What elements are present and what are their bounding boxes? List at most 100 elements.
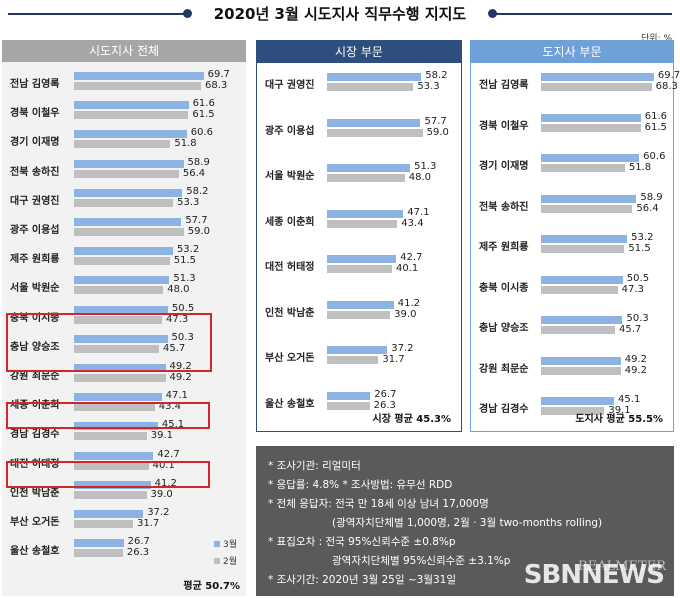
- category-label: 울산 송철호: [265, 398, 315, 410]
- bar-feb: [327, 310, 391, 319]
- value-label-feb: 68.3: [655, 81, 678, 92]
- category-label: 경북 이철우: [10, 108, 60, 120]
- category-label: 제주 원희룡: [10, 254, 60, 266]
- value-label-mar: 57.7: [424, 115, 447, 127]
- value-label-feb: 26.3: [126, 547, 150, 559]
- bar-mar: [541, 113, 641, 122]
- category-label: 대구 권영진: [265, 80, 315, 91]
- category-label: 경남 김경수: [10, 429, 60, 441]
- bar-mar: [74, 101, 189, 110]
- value-label-mar: 50.3: [626, 313, 649, 324]
- panel-header: 시도지사 전체: [2, 40, 246, 62]
- value-label-mar: 50.5: [626, 272, 650, 284]
- category-label: 충북 이시종: [10, 312, 60, 324]
- bar-feb: [541, 204, 633, 213]
- category-label: 인천 박남춘: [265, 307, 315, 319]
- highlight-box: [6, 313, 212, 372]
- value-label-mar: 69.7: [207, 69, 230, 80]
- value-label-mar: 50.5: [171, 302, 195, 314]
- value-label-feb: 43.4: [158, 401, 181, 413]
- value-label-mar: 60.6: [643, 151, 666, 162]
- value-label-feb: 53.3: [417, 81, 440, 92]
- value-label-mar: 58.2: [425, 70, 448, 81]
- bar-feb: [541, 123, 641, 132]
- value-label-mar: 49.2: [169, 361, 192, 372]
- bar-mar: [327, 255, 397, 263]
- bar-feb: [74, 286, 164, 295]
- value-label-feb: 49.2: [169, 372, 192, 383]
- bar-mar: [327, 118, 421, 127]
- bar-mar: [74, 218, 182, 226]
- bar-mar: [327, 346, 388, 354]
- note-line: (광역자치단체별 1,000명, 2월 · 3월 two-months roll…: [332, 517, 603, 529]
- value-label-feb: 53.3: [177, 196, 200, 208]
- category-label: 전북 송하진: [10, 166, 60, 178]
- page-title: 2020년 3월 시도지사 직무수행 지지도: [213, 5, 467, 23]
- bar-feb: [541, 245, 625, 253]
- value-label-mar: 41.2: [397, 297, 420, 309]
- highlight-box: [6, 402, 210, 429]
- value-label-feb: 45.7: [619, 324, 642, 335]
- bar-mar: [74, 422, 158, 431]
- bar-feb: [541, 164, 625, 172]
- value-label-mar: 51.3: [414, 161, 437, 172]
- value-label-feb: 39.0: [394, 308, 417, 320]
- value-label-mar: 37.2: [147, 507, 170, 518]
- bar-mar: [541, 397, 615, 405]
- value-label-mar: 60.6: [190, 127, 213, 139]
- category-label: 인천 박남춘: [10, 487, 60, 499]
- bar-feb: [74, 198, 174, 207]
- value-label-mar: 47.1: [165, 390, 188, 402]
- bar-feb: [74, 344, 159, 353]
- note-line: * 조사기관: 리얼미터: [268, 460, 361, 472]
- bar-feb: [74, 403, 155, 412]
- bar-feb: [327, 356, 379, 364]
- title-line-left: [8, 13, 188, 15]
- bar-mar: [327, 300, 394, 309]
- panel-header: 시장 부문: [257, 41, 461, 63]
- value-label-feb: 59.0: [187, 226, 210, 237]
- bar-mar: [74, 159, 184, 168]
- value-label-mar: 26.7: [127, 536, 150, 548]
- note-line: * 응답률: 4.8% * 조사방법: 유무선 RDD: [268, 479, 453, 491]
- category-label: 세종 이춘희: [265, 216, 315, 228]
- value-label-feb: 61.5: [644, 121, 667, 133]
- category-label: 부산 오거돈: [10, 517, 60, 528]
- category-label: 광주 이용섭: [265, 125, 315, 137]
- value-label-mar: 57.7: [185, 215, 208, 226]
- bar-feb: [327, 83, 414, 91]
- bar-mar: [74, 393, 162, 402]
- legend-swatch-mar: [214, 541, 220, 547]
- value-label-feb: 39.1: [608, 405, 631, 416]
- value-label-feb: 51.8: [628, 162, 652, 173]
- category-label: 경기 이재명: [479, 161, 529, 172]
- value-label-feb: 56.4: [636, 202, 659, 214]
- value-label-mar: 53.2: [176, 244, 200, 256]
- bar-mar: [74, 451, 154, 460]
- bar-feb: [541, 285, 618, 294]
- bar-mar: [74, 480, 151, 489]
- bar-feb: [541, 83, 652, 91]
- bar-mar: [74, 364, 166, 372]
- average-label: 시장 평균 45.3%: [372, 414, 451, 425]
- bar-mar: [74, 247, 173, 256]
- category-label: 충남 양승조: [479, 323, 529, 334]
- title-line-right: [492, 13, 672, 15]
- average-label: 도지사 평균 55.5%: [575, 414, 663, 425]
- category-label: 강원 최문순: [479, 363, 529, 375]
- bar-mar: [74, 539, 124, 548]
- bar-feb: [541, 326, 616, 334]
- panel-header: 도지사 부문: [471, 41, 673, 63]
- category-label: 전남 김영록: [10, 79, 60, 90]
- unit-label: 단위: %: [640, 34, 672, 44]
- bar-mar: [541, 194, 637, 203]
- value-label-mar: 58.9: [640, 191, 663, 203]
- bar-feb: [327, 128, 423, 137]
- value-label-feb: 31.7: [136, 518, 160, 529]
- watermark-sbnnews: SBNNEWS: [523, 560, 665, 590]
- category-label: 충북 이시종: [479, 282, 529, 294]
- panel-city: 시장 부문 대구 권영진 58.2 53.3 광주 이용섭 57.7 59.0 서울 박원순 5…: [256, 40, 462, 432]
- value-label-feb: 49.2: [624, 364, 647, 376]
- note-line: * 조사기간: 2020년 3월 25일 ~3월31일: [268, 574, 457, 586]
- bar-feb: [327, 219, 398, 228]
